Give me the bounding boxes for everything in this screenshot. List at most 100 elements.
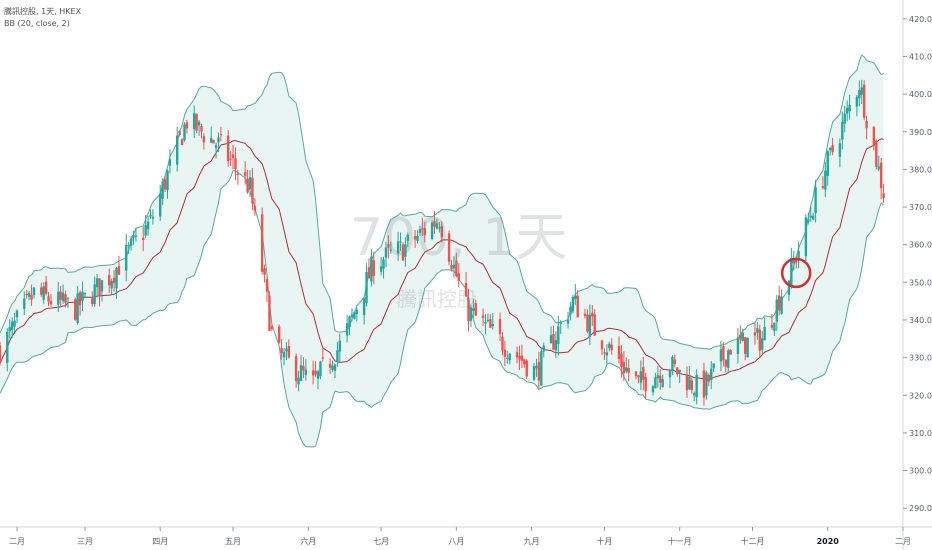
candle-body[interactable] <box>302 366 305 371</box>
candle-body[interactable] <box>74 299 77 320</box>
candle-body[interactable] <box>503 349 507 357</box>
candle-body[interactable] <box>100 280 104 292</box>
candle-body[interactable] <box>775 299 778 322</box>
candle-body[interactable] <box>180 139 184 146</box>
candle-body[interactable] <box>362 297 366 315</box>
candle-body[interactable] <box>780 296 783 314</box>
candle-body[interactable] <box>455 260 458 277</box>
candle-body[interactable] <box>814 187 817 214</box>
candle-body[interactable] <box>61 292 65 301</box>
candle-body[interactable] <box>588 314 592 338</box>
candle-body[interactable] <box>858 90 861 99</box>
candle-body[interactable] <box>787 280 791 295</box>
candle-body[interactable] <box>336 350 339 362</box>
candle-body[interactable] <box>586 314 589 332</box>
candle-body[interactable] <box>552 333 555 350</box>
candle-body[interactable] <box>76 293 79 323</box>
candle-body[interactable] <box>719 349 723 362</box>
candle-body[interactable] <box>418 229 422 233</box>
candle-body[interactable] <box>705 372 708 396</box>
candle-body[interactable] <box>722 346 725 361</box>
candle-body[interactable] <box>202 136 206 143</box>
candle-body[interactable] <box>761 338 764 350</box>
candle-body[interactable] <box>523 359 526 365</box>
candle-body[interactable] <box>236 173 240 175</box>
candle-body[interactable] <box>47 296 50 302</box>
candle-body[interactable] <box>6 331 9 363</box>
candle-body[interactable] <box>554 340 558 351</box>
candle-body[interactable] <box>423 228 426 236</box>
candle-body[interactable] <box>862 84 866 118</box>
candle-body[interactable] <box>484 321 487 324</box>
candle-body[interactable] <box>622 361 626 374</box>
candle-body[interactable] <box>520 355 524 361</box>
candle-body[interactable] <box>149 214 152 217</box>
candle-body[interactable] <box>707 374 711 382</box>
candle-body[interactable] <box>824 170 827 190</box>
candle-body[interactable] <box>176 135 179 165</box>
candle-body[interactable] <box>882 193 885 199</box>
candle-body[interactable] <box>792 260 795 264</box>
candle-body[interactable] <box>625 367 628 372</box>
candle-body[interactable] <box>365 272 368 303</box>
candle-body[interactable] <box>95 278 99 288</box>
candle-body[interactable] <box>248 177 252 190</box>
candle-body[interactable] <box>746 337 749 358</box>
candle-body[interactable] <box>151 216 155 219</box>
candle-body[interactable] <box>265 279 269 292</box>
candle-body[interactable] <box>246 178 249 193</box>
candle-body[interactable] <box>93 284 96 305</box>
candle-body[interactable] <box>282 351 286 358</box>
candle-body[interactable] <box>741 332 744 341</box>
candle-body[interactable] <box>472 308 475 311</box>
candle-body[interactable] <box>416 235 419 241</box>
candle-body[interactable] <box>807 219 810 222</box>
candle-body[interactable] <box>744 337 747 354</box>
candle-body[interactable] <box>566 319 570 324</box>
candle-body[interactable] <box>159 193 162 217</box>
candle-body[interactable] <box>518 355 521 360</box>
candle-body[interactable] <box>8 327 11 332</box>
candle-body[interactable] <box>710 368 713 380</box>
candle-body[interactable] <box>350 314 354 318</box>
candle-body[interactable] <box>877 166 880 170</box>
candle-body[interactable] <box>23 298 26 309</box>
candle-body[interactable] <box>450 265 453 270</box>
candle-body[interactable] <box>83 292 87 295</box>
candle-body[interactable] <box>32 287 36 296</box>
candle-body[interactable] <box>438 227 441 229</box>
candle-body[interactable] <box>790 258 793 287</box>
candle-body[interactable] <box>489 319 492 328</box>
candle-body[interactable] <box>569 306 572 315</box>
candle-body[interactable] <box>474 303 477 316</box>
candle-body[interactable] <box>49 301 53 305</box>
candle-body[interactable] <box>389 249 393 251</box>
candle-body[interactable] <box>15 310 19 318</box>
candle-body[interactable] <box>593 314 596 336</box>
candle-body[interactable] <box>879 162 883 189</box>
candle-body[interactable] <box>112 277 116 284</box>
candle-body[interactable] <box>333 364 337 371</box>
candle-body[interactable] <box>98 278 101 297</box>
candle-body[interactable] <box>299 365 303 381</box>
candle-body[interactable] <box>758 329 761 351</box>
candle-body[interactable] <box>260 214 264 272</box>
candle-body[interactable] <box>637 375 640 378</box>
candle-body[interactable] <box>40 287 43 295</box>
candle-body[interactable] <box>501 336 504 351</box>
candle-body[interactable] <box>304 369 308 375</box>
candle-body[interactable] <box>838 143 842 157</box>
candle-body[interactable] <box>841 121 844 140</box>
candle-body[interactable] <box>506 357 509 359</box>
candle-body[interactable] <box>642 367 645 380</box>
candle-body[interactable] <box>243 172 247 176</box>
candle-body[interactable] <box>421 228 424 230</box>
candle-body[interactable] <box>134 235 138 237</box>
candle-body[interactable] <box>91 298 94 305</box>
candle-body[interactable] <box>200 126 203 132</box>
candle-body[interactable] <box>831 145 834 153</box>
candle-body[interactable] <box>498 319 502 334</box>
candle-body[interactable] <box>372 260 376 276</box>
candle-body[interactable] <box>736 337 740 354</box>
candle-body[interactable] <box>355 309 359 315</box>
